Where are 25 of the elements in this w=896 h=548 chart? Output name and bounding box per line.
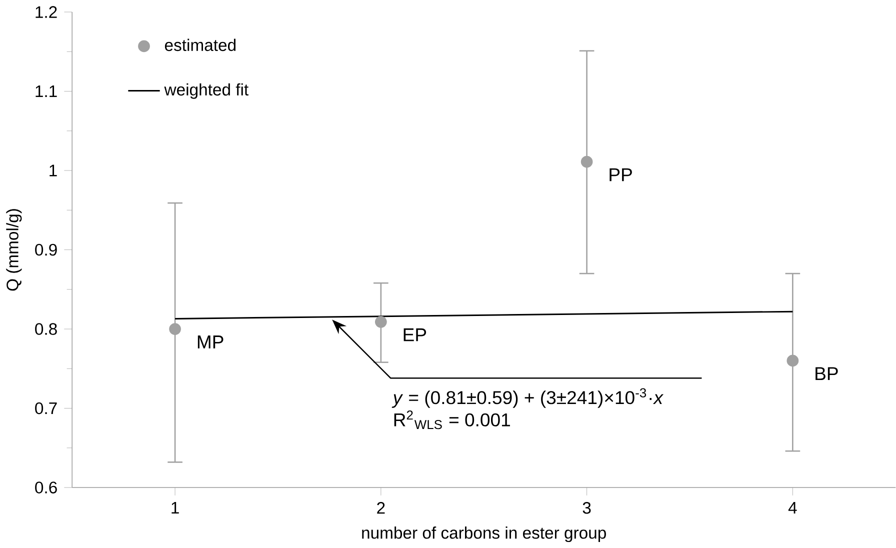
- annotation: EP: [404, 328, 426, 342]
- y-tick-label: 0.9: [35, 244, 57, 256]
- annotation: BP: [816, 367, 838, 380]
- point: [374, 316, 387, 328]
- point: [580, 156, 593, 168]
- y-tick-label: 1.1: [36, 85, 57, 97]
- annotation: y = (0.81±0.59) + (3±241)×10$^{-3}$·x: [392, 388, 664, 408]
- legend-label: weighted fit: [164, 83, 248, 99]
- x-tick-label: 3: [582, 502, 591, 514]
- annotation: MP: [198, 335, 224, 348]
- y-tick-label: 1: [50, 164, 57, 176]
- point: [169, 322, 181, 335]
- annotation: PP: [610, 168, 632, 181]
- y-tick-label: 1.2: [36, 6, 57, 18]
- annotation: R$^{2}$$_{WLS}$ = 0.001: [394, 410, 510, 430]
- y-tick-label: 0.7: [35, 402, 57, 414]
- y-tick-label: 0.6: [35, 482, 57, 494]
- x-tick-label: 4: [788, 502, 797, 514]
- point: [786, 354, 799, 367]
- y-axis-title: Q (mmol/g): [6, 208, 22, 291]
- x-tick-label: 1: [172, 502, 179, 514]
- y-tick-label: 0.8: [35, 322, 57, 335]
- legend-label: estimated: [164, 38, 236, 51]
- x-axis-title: number of carbons in ester group: [362, 526, 606, 542]
- x-tick-label: 2: [377, 502, 385, 514]
